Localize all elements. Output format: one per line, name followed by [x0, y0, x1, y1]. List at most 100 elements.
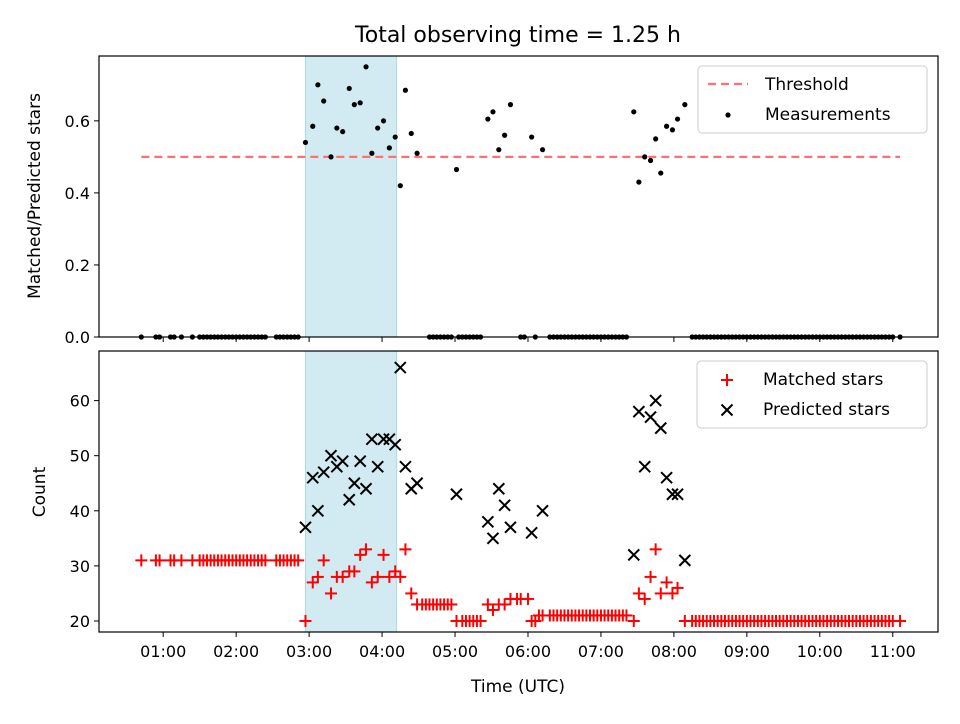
predicted-star-point: [481, 515, 495, 529]
bottom-y-tick-label: 30: [70, 557, 90, 576]
predicted-star-point: [627, 548, 640, 562]
matched-star-point: [894, 614, 907, 627]
top-legend: Threshold Measurements: [697, 65, 928, 134]
matched-star-point: [481, 598, 494, 611]
predicted-star-point: [377, 432, 390, 446]
measurement-point: [631, 109, 637, 115]
measurement-point: [485, 116, 491, 122]
measurement-point: [408, 130, 414, 137]
matched-star-point: [445, 598, 458, 611]
measurement-point: [507, 102, 514, 108]
measurement-point: [414, 150, 420, 156]
matched-star-point: [292, 554, 305, 567]
measurement-point: [334, 125, 340, 131]
measurement-point: [682, 102, 688, 108]
x-tick-label: 09:00: [724, 642, 770, 661]
bottom-legend: Matched stars Predicted stars: [696, 360, 928, 429]
measurement-point: [658, 170, 664, 176]
predicted-star-point-b: [671, 488, 684, 501]
measurement-point: [346, 85, 352, 92]
predicted-legend-cross-b: [720, 403, 734, 417]
predicted-legend-label: Predicted stars: [763, 400, 890, 420]
matched-star-point: [175, 554, 188, 567]
bottom-observing-span: [304, 350, 398, 633]
predicted-star-point-b: [394, 361, 407, 374]
predicted-star-point: [306, 471, 319, 484]
chart-title: Total observing time = 1.25 h: [354, 23, 681, 48]
predicted-star-point: [450, 488, 463, 501]
matched-star-point: [486, 603, 499, 616]
predicted-star-point-b: [654, 421, 667, 435]
top-y-tick-label: 0.0: [65, 328, 90, 347]
bottom-panel-frame: [98, 350, 939, 633]
predicted-star-point: [654, 421, 667, 435]
predicted-star-point-b: [486, 532, 500, 545]
x-tick-label: 05:00: [432, 642, 478, 661]
matched-star-point: [405, 587, 418, 600]
measurement-point: [321, 98, 327, 104]
measurement-point: [340, 129, 346, 135]
top-panel-frame: [98, 55, 939, 338]
predicted-star-point-b: [481, 515, 495, 529]
measurement-point: [302, 139, 309, 146]
threshold-legend-label: Threshold: [764, 75, 849, 95]
predicted-star-point: [365, 432, 379, 446]
matched-star-point: [498, 598, 511, 611]
matched-star-point: [394, 570, 407, 583]
bottom-panel: 20 30 40 50 60 01:00 02:00 03:00 04:00 05:00 06:0…: [30, 350, 939, 697]
predicted-star-point: [525, 526, 538, 540]
matched-star-point: [654, 587, 667, 600]
x-tick-label: 06:00: [505, 642, 551, 661]
predicted-star-point-b: [498, 499, 511, 512]
measurement-point: [674, 116, 681, 122]
predicted-star-point: [666, 488, 679, 501]
measurement-point: [392, 134, 398, 140]
measurements-legend-marker: [725, 112, 731, 118]
measurement-point: [453, 166, 460, 173]
x-tick-label: 02:00: [213, 642, 259, 661]
predicted-star-point: [678, 554, 692, 567]
top-y-tick-label: 0.2: [65, 256, 90, 275]
predicted-star-point-b: [359, 482, 373, 495]
x-tick-label: 08:00: [651, 642, 697, 661]
predicted-star-point-b: [525, 526, 538, 540]
predicted-star-point-b: [504, 521, 517, 534]
predicted-star-point: [324, 449, 338, 462]
measurement-point: [402, 87, 409, 93]
measurement-point: [351, 102, 357, 108]
matched-star-point: [325, 587, 338, 600]
matched-star-point: [317, 554, 330, 567]
predicted-star-point: [359, 482, 373, 495]
measurement-point: [375, 125, 381, 131]
matched-star-point: [644, 570, 657, 583]
predicted-star-point: [644, 410, 657, 424]
matched-legend-marker: [721, 374, 733, 386]
predicted-star-point-b: [353, 454, 367, 468]
predicted-star-point-b: [649, 394, 662, 407]
measurement-point: [642, 154, 648, 160]
predicted-star-point: [394, 361, 407, 374]
predicted-star-point: [632, 405, 646, 418]
predicted-star-point: [371, 460, 384, 473]
predicted-star-point: [343, 493, 356, 506]
matched-legend-plus: [721, 374, 733, 386]
predicted-star-point: [410, 477, 424, 490]
predicted-star-point-b: [348, 477, 361, 490]
predicted-star-point: [311, 504, 325, 517]
bottom-y-tick-label: 60: [70, 392, 90, 411]
matched-star-point: [383, 570, 396, 583]
predicted-star-point-b: [388, 438, 402, 451]
predicted-star-point: [353, 454, 367, 468]
predicted-star-point-b: [660, 471, 673, 484]
predicted-star-point: [317, 466, 330, 479]
predicted-star-point-b: [638, 460, 651, 473]
matched-star-point: [666, 587, 679, 600]
top-legend-box: [697, 65, 928, 134]
measurement-point: [502, 132, 508, 138]
matched-star-point: [306, 576, 319, 589]
predicted-star-point-b: [678, 554, 692, 567]
matched-star-point: [299, 614, 312, 627]
matched-star-point: [336, 570, 349, 583]
matched-star-point: [153, 554, 166, 567]
